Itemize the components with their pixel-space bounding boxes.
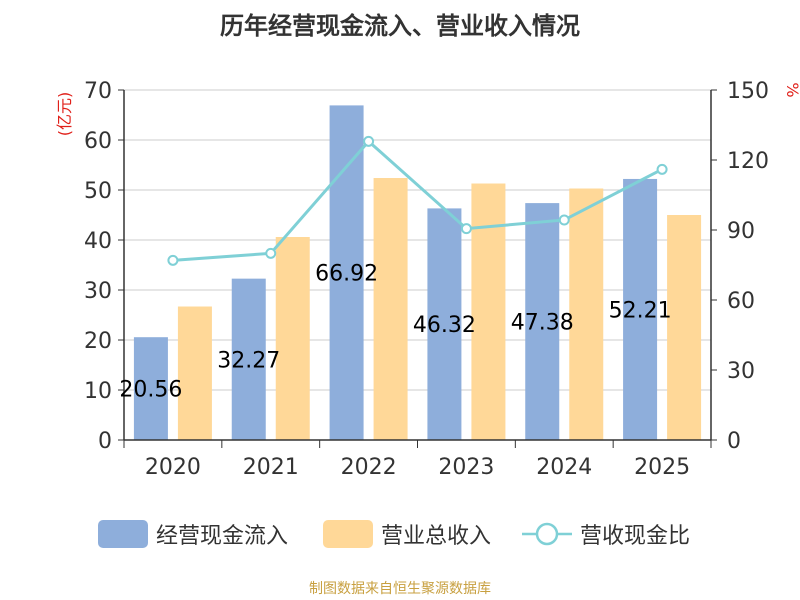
bar-revenue [471, 183, 506, 440]
x-tick-label: 2021 [243, 455, 299, 480]
data-label-cash-inflow: 20.56 [119, 378, 182, 403]
bar-revenue [177, 306, 212, 440]
y-left-tick-label: 70 [84, 79, 112, 104]
ratio-point [558, 214, 570, 226]
y-right-tick-label: 0 [727, 429, 741, 454]
ratio-point [167, 254, 179, 266]
legend-swatch-ratio [522, 522, 572, 546]
y-right-tick-label: 90 [727, 219, 755, 244]
x-tick-label: 2022 [341, 455, 397, 480]
ratio-polyline [172, 139, 663, 262]
bar-cash-inflow [133, 337, 168, 440]
ratio-point [265, 247, 277, 259]
bar-cash-inflow [427, 208, 462, 440]
legend-label-ratio: 营收现金比 [580, 524, 691, 549]
legend-label-revenue: 营业总收入 [381, 524, 492, 549]
ratio-line [167, 135, 668, 266]
x-tick-label: 2024 [536, 455, 592, 480]
ratio-point [656, 163, 668, 175]
axes: 0 10 20 30 40 50 60 70 0 30 60 90 120 150 2020 2021 2022… [84, 79, 769, 480]
y-right-tick-label: 120 [727, 149, 769, 174]
bar-revenue [373, 178, 408, 440]
source-note: 制图数据来自恒生聚源数据库 [309, 581, 491, 597]
data-label-cash-inflow: 47.38 [511, 311, 574, 336]
data-labels: 20.56 32.27 66.92 46.32 47.38 52.21 [119, 262, 671, 403]
chart-title: 历年经营现金流入、营业收入情况 [220, 12, 580, 40]
bar-cash-inflow [329, 105, 364, 441]
y-left-tick-label: 10 [84, 379, 112, 404]
bar-cash-inflow [525, 203, 560, 440]
legend-item-revenue[interactable]: 营业总收入 [323, 518, 491, 550]
bars [133, 105, 702, 441]
y-left-tick-label: 60 [84, 129, 112, 154]
data-label-cash-inflow: 66.92 [315, 262, 378, 287]
x-tick-label: 2023 [438, 455, 494, 480]
legend-label-cash-inflow: 经营现金流入 [156, 524, 289, 549]
y-right-tick-label: 150 [727, 79, 769, 104]
y-axis-left-label: (亿元) [55, 92, 74, 137]
bar-cash-inflow [231, 278, 266, 440]
bar-revenue [569, 188, 604, 440]
y-left-tick-label: 0 [98, 429, 112, 454]
legend-item-cash-inflow[interactable]: 经营现金流入 [98, 518, 288, 550]
y-left-tick-label: 40 [84, 229, 112, 254]
y-axis-right-label: % [783, 82, 800, 97]
y-right-tick-label: 30 [727, 359, 755, 384]
bar-cash-inflow [623, 178, 658, 440]
gridlines [124, 89, 711, 391]
x-tick-label: 2025 [634, 455, 690, 480]
ratio-point [460, 223, 472, 235]
legend-swatch-revenue [323, 520, 373, 548]
data-label-cash-inflow: 46.32 [413, 313, 476, 338]
y-left-tick-label: 20 [84, 329, 112, 354]
data-label-cash-inflow: 32.27 [217, 348, 280, 373]
legend-swatch-cash-inflow [98, 520, 148, 548]
y-left-tick-label: 50 [84, 179, 112, 204]
y-right-tick-label: 60 [727, 289, 755, 314]
ratio-point [363, 135, 375, 147]
x-tick-label: 2020 [145, 455, 201, 480]
bar-revenue [667, 215, 702, 440]
y-left-tick-label: 30 [84, 279, 112, 304]
legend-item-ratio[interactable]: 营收现金比 [520, 518, 690, 550]
data-label-cash-inflow: 52.21 [609, 298, 672, 323]
bar-revenue [275, 237, 310, 440]
